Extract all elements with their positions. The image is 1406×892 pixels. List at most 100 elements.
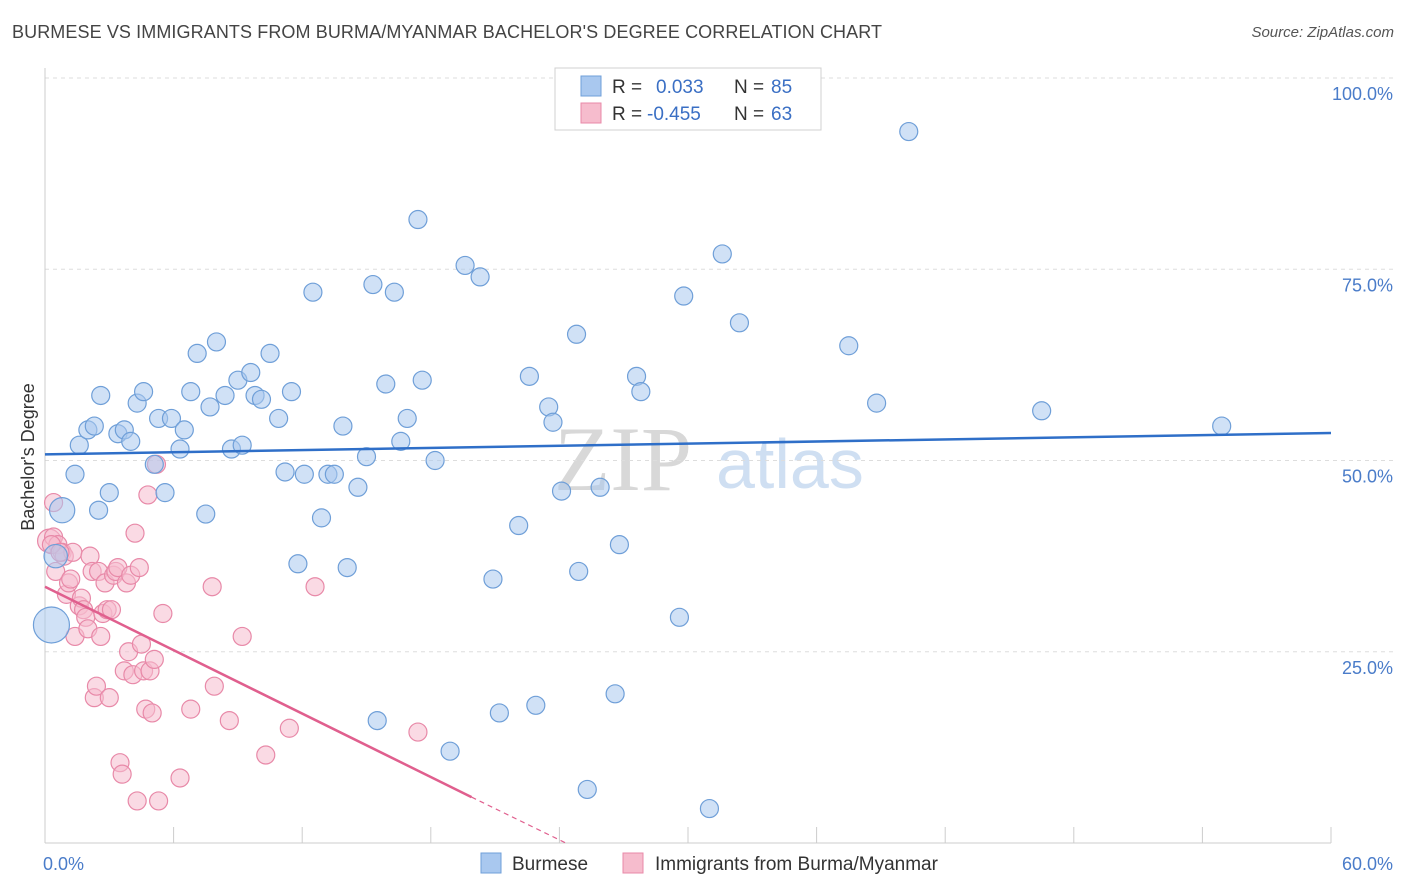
burmese-point	[509, 515, 529, 536]
burmese-point	[348, 477, 368, 497]
immigrants-trend-line	[44, 585, 473, 799]
burmese-point	[133, 382, 154, 402]
burmese-point	[174, 420, 194, 440]
immigrants-point	[408, 722, 428, 742]
burmese-point	[899, 121, 919, 142]
burmese-point	[408, 209, 428, 230]
immigrants-point	[138, 485, 158, 505]
burmese-point	[196, 504, 216, 524]
burmese-point	[88, 500, 109, 520]
burmese-point	[384, 282, 404, 302]
burmese-point	[376, 374, 396, 394]
burmese-point	[1212, 416, 1232, 436]
burmese-point	[170, 439, 190, 459]
immigrants-point	[129, 557, 149, 578]
legend-swatch-blue	[580, 75, 602, 97]
legend-n-value-pink: 63	[771, 104, 792, 125]
tick-labels: 25.0% 50.0% 75.0% 100.0% 0.0% 60.0%	[43, 84, 1393, 874]
burmese-point	[91, 385, 111, 406]
legend-r-label-blue: R =	[612, 77, 642, 98]
burmese-point	[526, 695, 546, 715]
burmese-point	[551, 481, 572, 501]
watermark-atlas: atlas	[716, 425, 864, 503]
burmese-point	[99, 483, 119, 503]
burmese-point	[569, 561, 589, 582]
bottom-legend: Burmese Immigrants from Burma/Myanmar	[480, 852, 939, 875]
burmese-point	[275, 462, 295, 482]
burmese-point	[48, 497, 76, 524]
burmese-point	[121, 431, 141, 451]
burmese-point	[631, 382, 651, 402]
burmese-point	[867, 393, 887, 413]
bottom-legend-swatch-pink	[622, 852, 644, 874]
y-tick-label: 25.0%	[1342, 658, 1393, 678]
immigrants-point	[112, 764, 132, 784]
immigrants-point	[142, 703, 162, 723]
burmese-point	[84, 416, 104, 436]
burmese-point	[489, 703, 509, 723]
blue-series-points	[32, 121, 1232, 819]
burmese-point	[729, 313, 750, 333]
legend-r-value-blue: 0.033	[656, 77, 704, 98]
burmese-point	[269, 408, 289, 429]
burmese-point	[288, 554, 308, 574]
trend-lines	[44, 431, 1332, 844]
legend-n-label-pink: N =	[734, 104, 764, 125]
immigrants-point	[61, 569, 81, 589]
immigrants-point	[153, 603, 173, 624]
watermark-zip: ZIP	[554, 408, 692, 510]
burmese-point	[566, 324, 587, 344]
burmese-point	[483, 569, 503, 589]
burmese-point	[391, 431, 411, 451]
burmese-point	[519, 366, 539, 386]
immigrants-point	[305, 577, 325, 597]
burmese-point	[674, 286, 694, 306]
burmese-trend-line	[44, 431, 1332, 456]
y-axis-label: Bachelor's Degree	[18, 383, 38, 531]
burmese-point	[260, 343, 280, 363]
burmese-point	[324, 464, 344, 484]
burmese-point	[294, 464, 314, 484]
burmese-point	[712, 244, 732, 264]
gridlines	[45, 77, 1393, 653]
immigrants-point	[148, 791, 169, 811]
burmese-point	[251, 389, 272, 409]
y-tick-label: 50.0%	[1342, 467, 1393, 487]
burmese-point	[669, 607, 690, 627]
burmese-point	[397, 408, 417, 429]
immigrants-point	[256, 745, 276, 765]
burmese-point	[311, 508, 332, 528]
burmese-point	[356, 447, 377, 467]
burmese-point	[1032, 401, 1052, 421]
immigrants-trend-extension	[471, 796, 567, 844]
immigrants-point	[204, 676, 224, 696]
burmese-point	[839, 336, 859, 356]
burmese-point	[241, 362, 261, 383]
burmese-point	[200, 397, 220, 417]
bottom-legend-label-pink: Immigrants from Burma/Myanmar	[655, 854, 939, 875]
burmese-point	[281, 382, 302, 402]
burmese-point	[605, 684, 625, 704]
immigrants-point	[99, 688, 119, 708]
burmese-point	[425, 450, 445, 471]
immigrants-point	[219, 710, 239, 731]
burmese-point	[577, 779, 597, 800]
burmese-point	[412, 370, 432, 390]
y-tick-label: 100.0%	[1332, 84, 1393, 104]
immigrants-point	[202, 577, 222, 597]
immigrants-point	[125, 523, 145, 543]
burmese-point	[232, 435, 252, 455]
chart-title: BURMESE VS IMMIGRANTS FROM BURMA/MYANMAR…	[12, 22, 883, 42]
bottom-legend-swatch-blue	[480, 852, 502, 874]
burmese-point	[206, 332, 227, 352]
immigrants-point	[181, 699, 201, 719]
legend-r-value-pink: -0.455	[647, 104, 701, 125]
burmese-point	[367, 710, 387, 731]
burmese-point	[590, 477, 610, 497]
immigrants-point	[144, 649, 164, 670]
pink-series-points	[36, 454, 428, 811]
immigrants-point	[170, 768, 190, 788]
x-tick-label-min: 0.0%	[43, 854, 84, 874]
immigrants-point	[91, 626, 111, 647]
